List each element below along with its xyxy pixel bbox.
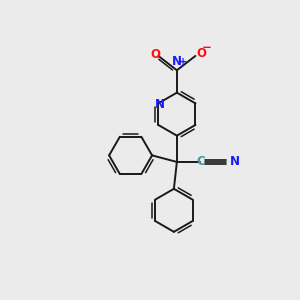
Text: −: − xyxy=(202,41,212,54)
Text: N: N xyxy=(230,155,239,168)
Text: +: + xyxy=(179,57,188,67)
Text: C: C xyxy=(196,155,205,168)
Text: O: O xyxy=(196,47,206,60)
Text: N: N xyxy=(154,98,164,111)
Text: O: O xyxy=(150,48,161,61)
Text: N: N xyxy=(172,56,182,68)
